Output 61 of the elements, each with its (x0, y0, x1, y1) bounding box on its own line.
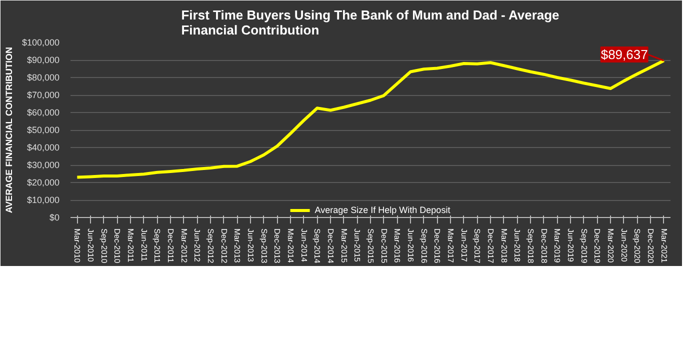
x-tick-label: Dec-2010 (112, 228, 122, 264)
x-tick-label: Mar-2018 (499, 228, 508, 264)
x-tick-label: Mar-2017 (446, 228, 455, 264)
x-tick-label: Dec-2016 (432, 228, 442, 264)
x-tick-label: Mar-2014 (286, 228, 295, 264)
y-tick-label: $0 (49, 212, 60, 222)
x-tick-label: Sep-2015 (366, 228, 375, 264)
x-tick-label: Mar-2020 (606, 228, 615, 264)
x-tick-label: Jun-2019 (566, 228, 575, 262)
y-tick-label: $10,000 (26, 195, 60, 205)
x-tick-label: Sep-2010 (99, 228, 108, 264)
y-tick-label: $100,000 (22, 38, 60, 48)
x-tick-label: Dec-2011 (166, 228, 175, 264)
x-tick-label: Sep-2019 (579, 228, 588, 264)
x-tick-label: Sep-2012 (206, 228, 215, 264)
x-tick-label: Jun-2016 (406, 228, 415, 262)
x-tick-label: Dec-2019 (592, 228, 602, 264)
x-tick-label: Dec-2017 (486, 228, 495, 264)
x-tick-label: Mar-2012 (179, 228, 188, 264)
x-tick-label: Dec-2013 (272, 228, 282, 264)
x-tick-label: Jun-2014 (299, 228, 308, 262)
y-tick-label: $70,000 (26, 90, 60, 100)
y-axis-title: AVERAGE FINANCIAL CONTRIBUTION (4, 46, 14, 214)
x-tick-label: Jun-2018 (512, 228, 522, 262)
x-tick-label: Jun-2015 (352, 228, 362, 262)
x-tick-label: Mar-2015 (339, 228, 348, 264)
x-tick-label: Dec-2012 (219, 228, 228, 264)
x-tick-label: Dec-2014 (326, 228, 335, 264)
annotation: $89,637 (600, 47, 648, 62)
x-tick-label: Sep-2016 (419, 228, 428, 264)
x-tick-label: Sep-2018 (526, 228, 535, 264)
line-series (76, 59, 666, 179)
x-tick-label: Jun-2012 (192, 228, 202, 262)
y-tick-label: $80,000 (26, 72, 60, 82)
y-tick-label: $60,000 (26, 108, 60, 118)
x-tick-label: Dec-2018 (539, 228, 548, 264)
y-tick-label: $30,000 (26, 160, 60, 170)
x-tick-label: Sep-2014 (312, 228, 322, 264)
x-tick-label: Jun-2011 (139, 228, 148, 262)
y-tick-label: $90,000 (26, 55, 60, 65)
legend-label: Average Size If Help With Deposit (314, 205, 450, 215)
x-tick-label: Mar-2016 (392, 228, 402, 264)
x-tick-label: Dec-2020 (646, 228, 655, 264)
x-tick-label: Mar-2011 (126, 228, 135, 263)
x-tick-label: Sep-2020 (632, 228, 642, 264)
y-tick-label: $20,000 (26, 178, 60, 188)
x-tick-label: Mar-2019 (552, 228, 562, 264)
x-tick-label: Dec-2015 (379, 228, 388, 264)
y-tick-label: $40,000 (26, 142, 60, 152)
chart-title: First Time Buyers Using The Bank of Mum and Dad - Average Financial Contribution (181, 8, 560, 38)
x-tick-label: Mar-2021 (659, 228, 668, 264)
x-tick-label: Jun-2020 (619, 228, 628, 262)
x-tick-label: Jun-2017 (459, 228, 468, 262)
x-tick-label: Sep-2011 (152, 228, 162, 264)
x-tick-label: Mar-2013 (232, 228, 242, 264)
x-tick-label: Sep-2017 (472, 228, 482, 264)
x-tick-label: Mar-2010 (72, 228, 82, 264)
x-tick-label: Sep-2013 (259, 228, 268, 264)
y-tick-label: $50,000 (26, 125, 60, 135)
x-tick-label: Jun-2010 (86, 228, 95, 262)
x-tick-label: Jun-2013 (246, 228, 255, 262)
